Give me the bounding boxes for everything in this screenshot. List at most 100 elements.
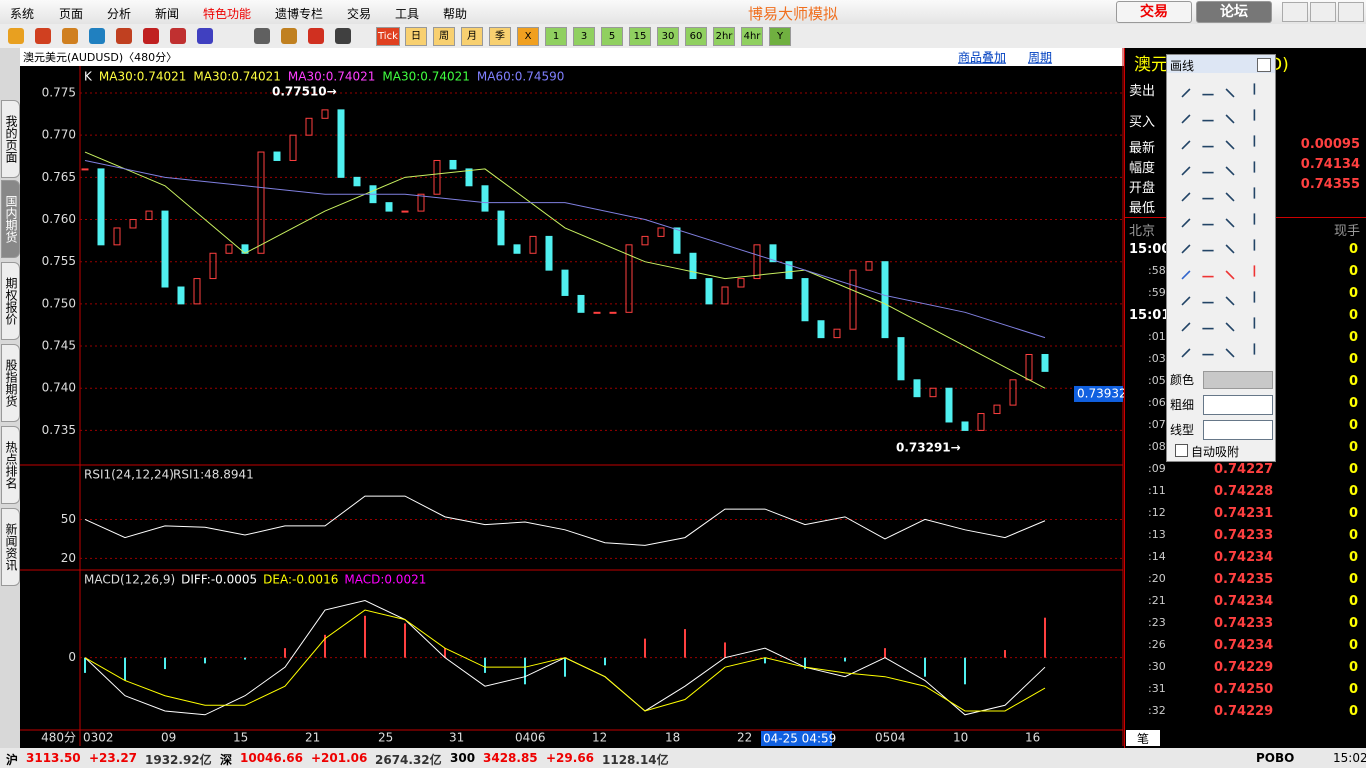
draw-tool[interactable] [1173, 288, 1191, 306]
toolbar-button[interactable]: 3 [573, 27, 595, 46]
draw-tool[interactable] [1202, 343, 1214, 356]
draw-tool[interactable] [1253, 265, 1267, 277]
tool-icon[interactable] [89, 28, 105, 44]
draw-tool[interactable] [1173, 340, 1191, 358]
draw-tool[interactable] [1225, 340, 1243, 358]
tool-icon[interactable] [308, 28, 324, 44]
toolbar-button[interactable]: 季 [489, 27, 511, 46]
x-tick-label: 18 [665, 731, 680, 745]
toolbar-button[interactable]: 日 [405, 27, 427, 46]
draw-tool[interactable] [1253, 161, 1267, 173]
draw-tool[interactable] [1202, 291, 1214, 304]
menu-item[interactable]: 遗博专栏 [275, 7, 324, 21]
sidebar-tab[interactable]: 新闻资讯 [1, 508, 20, 586]
snap-checkbox[interactable] [1175, 444, 1188, 457]
draw-tool[interactable] [1225, 236, 1243, 254]
close-button[interactable] [1257, 58, 1271, 72]
toolbar-button[interactable]: 月 [461, 27, 483, 46]
menu-item[interactable]: 页面 [59, 7, 84, 21]
draw-tool[interactable] [1173, 158, 1191, 176]
draw-tool[interactable] [1202, 213, 1214, 226]
draw-tool[interactable] [1253, 83, 1267, 95]
draw-tool[interactable] [1253, 187, 1267, 199]
tool-icon[interactable] [35, 28, 51, 44]
menu-item[interactable]: 特色功能 [203, 7, 252, 21]
width-select[interactable] [1203, 395, 1273, 415]
tool-icon[interactable] [8, 28, 24, 44]
window-control[interactable] [1282, 2, 1308, 22]
menu-item[interactable]: 系统 [10, 7, 35, 21]
draw-tool[interactable] [1225, 314, 1243, 332]
tool-icon[interactable] [281, 28, 297, 44]
draw-tool[interactable] [1253, 135, 1267, 147]
tool-icon[interactable] [197, 28, 213, 44]
draw-tool[interactable] [1173, 262, 1191, 280]
sidebar-tab[interactable]: 期权报价 [1, 262, 20, 340]
sidebar-tab[interactable]: 国内期货 [1, 180, 20, 258]
draw-tool[interactable] [1253, 213, 1267, 225]
tool-icon[interactable] [170, 28, 186, 44]
draw-tool[interactable] [1225, 184, 1243, 202]
quote-tab[interactable]: 笔 [1126, 730, 1160, 746]
toolbar-button[interactable]: X [517, 27, 539, 46]
menu-button[interactable]: 论坛 [1196, 1, 1272, 23]
toolbar-button[interactable]: 周 [433, 27, 455, 46]
menu-item[interactable]: 新闻 [155, 7, 180, 21]
draw-tool[interactable] [1202, 83, 1214, 96]
draw-tool[interactable] [1202, 135, 1214, 148]
draw-tool[interactable] [1253, 317, 1267, 329]
draw-tool[interactable] [1202, 317, 1214, 330]
draw-tool[interactable] [1253, 239, 1267, 251]
menu-item[interactable]: 分析 [107, 7, 132, 21]
toolbar-button[interactable]: Tick [376, 27, 400, 46]
sidebar-tab[interactable]: 股指期货 [1, 344, 20, 422]
candle [465, 168, 473, 187]
menu-item[interactable]: 帮助 [443, 7, 468, 21]
draw-tool[interactable] [1173, 236, 1191, 254]
sidebar-tab[interactable]: 我的页面 [1, 100, 20, 178]
toolbar-button[interactable]: 2hr [713, 27, 735, 46]
draw-tool[interactable] [1173, 184, 1191, 202]
draw-tool[interactable] [1202, 161, 1214, 174]
toolbar-button[interactable]: 60 [685, 27, 707, 46]
menu-button[interactable]: 交易 [1116, 1, 1192, 23]
toolbar-button[interactable]: 30 [657, 27, 679, 46]
draw-tool[interactable] [1225, 132, 1243, 150]
draw-tool[interactable] [1173, 80, 1191, 98]
color-box[interactable] [1203, 371, 1273, 389]
menu-item[interactable]: 工具 [395, 7, 420, 21]
draw-tool[interactable] [1225, 288, 1243, 306]
menu-item[interactable]: 交易 [347, 7, 372, 21]
draw-tool[interactable] [1253, 291, 1267, 303]
draw-tool[interactable] [1253, 109, 1267, 121]
toolbar-button[interactable]: 5 [601, 27, 623, 46]
toolbar-button[interactable]: 15 [629, 27, 651, 46]
draw-tool[interactable] [1225, 80, 1243, 98]
candle [161, 210, 169, 288]
draw-tool[interactable] [1225, 158, 1243, 176]
draw-tool[interactable] [1202, 187, 1214, 200]
window-control[interactable] [1310, 2, 1336, 22]
draw-tool[interactable] [1225, 210, 1243, 228]
draw-tool[interactable] [1173, 132, 1191, 150]
tool-icon[interactable] [116, 28, 132, 44]
draw-tool[interactable] [1173, 106, 1191, 124]
draw-tool[interactable] [1225, 262, 1243, 280]
draw-tool[interactable] [1173, 210, 1191, 228]
style-select[interactable] [1203, 420, 1273, 440]
tool-icon[interactable] [254, 28, 270, 44]
sidebar-tab[interactable]: 热点排名 [1, 426, 20, 504]
tool-icon[interactable] [335, 28, 351, 44]
toolbar-button[interactable]: Y [769, 27, 791, 46]
draw-tool[interactable] [1173, 314, 1191, 332]
draw-tool[interactable] [1202, 265, 1214, 278]
toolbar-button[interactable]: 4hr [741, 27, 763, 46]
draw-tool[interactable] [1202, 109, 1214, 122]
draw-tool[interactable] [1225, 106, 1243, 124]
tool-icon[interactable] [143, 28, 159, 44]
toolbar-button[interactable]: 1 [545, 27, 567, 46]
window-control[interactable] [1338, 2, 1364, 22]
tool-icon[interactable] [62, 28, 78, 44]
draw-tool[interactable] [1253, 343, 1267, 355]
draw-tool[interactable] [1202, 239, 1214, 252]
